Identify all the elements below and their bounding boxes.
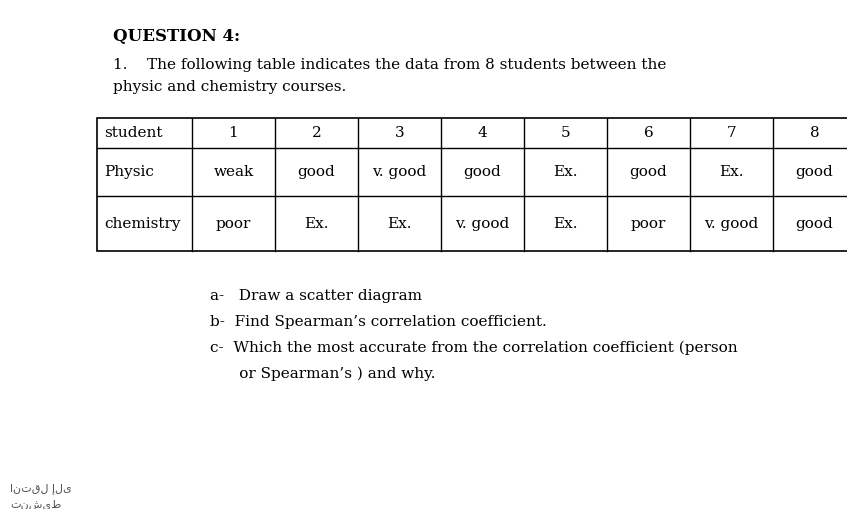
Text: b-  Find Spearman’s correlation coefficient.: b- Find Spearman’s correlation coefficie… (210, 315, 547, 329)
Text: good: good (297, 165, 335, 179)
Text: physic and chemistry courses.: physic and chemistry courses. (113, 80, 346, 94)
Text: poor: poor (216, 216, 252, 231)
Text: good: good (629, 165, 667, 179)
Text: v. good: v. good (373, 165, 427, 179)
Text: poor: poor (631, 216, 667, 231)
Text: 2: 2 (312, 126, 321, 140)
Bar (97, 118, 847, 251)
Text: 7: 7 (727, 126, 736, 140)
Text: v. good: v. good (456, 216, 510, 231)
Text: انتقل إلى: انتقل إلى (10, 483, 72, 494)
Text: Ex.: Ex. (719, 165, 744, 179)
Text: weak: weak (213, 165, 253, 179)
Text: chemistry: chemistry (104, 216, 180, 231)
Text: 1.    The following table indicates the data from 8 students between the: 1. The following table indicates the dat… (113, 58, 667, 72)
Text: تنشيط: تنشيط (10, 499, 61, 509)
Text: good: good (795, 216, 833, 231)
Text: Ex.: Ex. (387, 216, 412, 231)
Text: 4: 4 (478, 126, 487, 140)
Text: QUESTION 4:: QUESTION 4: (113, 28, 241, 45)
Text: Ex.: Ex. (553, 216, 578, 231)
Text: Ex.: Ex. (553, 165, 578, 179)
Text: or Spearman’s ) and why.: or Spearman’s ) and why. (210, 367, 435, 381)
Text: a-   Draw a scatter diagram: a- Draw a scatter diagram (210, 289, 422, 303)
Text: 6: 6 (644, 126, 653, 140)
Text: 3: 3 (395, 126, 404, 140)
Text: Ex.: Ex. (304, 216, 329, 231)
Text: good: good (463, 165, 501, 179)
Text: 8: 8 (810, 126, 819, 140)
Text: 5: 5 (561, 126, 570, 140)
Text: 1: 1 (229, 126, 238, 140)
Text: Physic: Physic (104, 165, 154, 179)
Text: good: good (795, 165, 833, 179)
Text: c-  Which the most accurate from the correlation coefficient (person: c- Which the most accurate from the corr… (210, 341, 738, 355)
Text: v. good: v. good (705, 216, 759, 231)
Text: student: student (104, 126, 163, 140)
